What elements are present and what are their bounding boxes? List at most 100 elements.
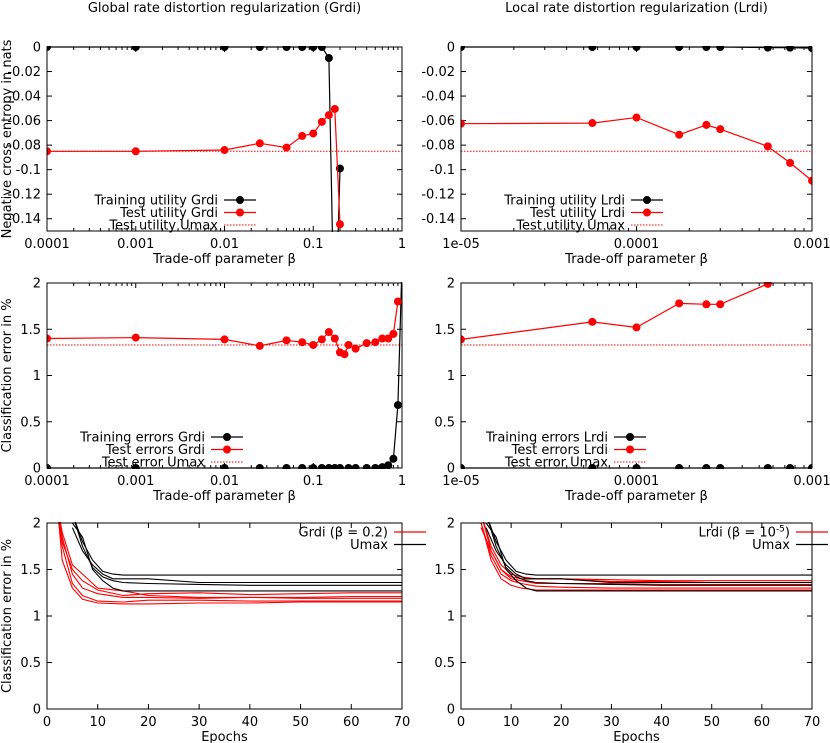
y-tick-label: 1.5	[434, 323, 455, 338]
data-point	[389, 329, 398, 338]
data-point	[702, 120, 711, 129]
series-line	[74, 522, 402, 586]
y-axis-label: Classification error in %	[0, 298, 15, 452]
y-tick-label: 2	[447, 517, 455, 532]
legend-label: Test utility Grdi	[119, 206, 218, 221]
plot-frame	[46, 46, 403, 232]
legend-label: Umax	[350, 538, 388, 553]
data-point	[763, 142, 772, 151]
legend-marker	[236, 208, 244, 217]
data-point	[220, 335, 229, 344]
legend-label: Test utility Umax	[108, 219, 218, 234]
data-point	[786, 46, 795, 52]
x-tick-label: 60	[754, 715, 771, 730]
legend-superscript: -5	[776, 525, 785, 535]
data-point	[131, 333, 140, 342]
x-tick-label: 50	[292, 715, 309, 730]
data-point	[588, 317, 597, 326]
y-tick-label: 1	[447, 610, 455, 625]
x-tick-label: 30	[603, 715, 620, 730]
x-tick-label: 0.001	[793, 474, 830, 489]
series-line	[480, 522, 812, 591]
y-tick-label: -0.06	[7, 114, 41, 129]
data-point	[335, 220, 344, 229]
y-tick-label: -0.14	[7, 212, 41, 227]
x-tick-label: 0.001	[793, 237, 830, 252]
series-line	[58, 522, 402, 597]
data-point	[384, 461, 393, 469]
legend-marker	[626, 433, 634, 441]
data-point	[393, 297, 402, 306]
data-point	[282, 143, 291, 152]
legend-label: Test utility Lrdi	[529, 206, 625, 221]
y-tick-label: 1.5	[20, 563, 41, 578]
y-tick-label: -0.02	[421, 65, 455, 80]
data-point	[763, 282, 772, 288]
y-tick-label: 1.5	[20, 323, 41, 338]
legend-marker	[223, 445, 231, 454]
legend-marker	[223, 433, 231, 441]
x-axis-label: Trade-off parameter β	[564, 252, 708, 267]
y-tick-label: -0.12	[421, 188, 455, 203]
y-tick-label: 2	[447, 277, 455, 292]
legend-label: Training errors Grdi	[79, 431, 205, 446]
legend-label: Grdi (β = 0.2)	[299, 526, 388, 541]
x-tick-label: 20	[553, 715, 570, 730]
legend-marker	[626, 445, 634, 454]
data-point	[716, 125, 725, 134]
y-tick-label: -0.1	[430, 163, 455, 178]
y-tick-label: -0.08	[7, 139, 41, 154]
x-axis-label: Trade-off parameter β	[152, 489, 296, 504]
data-point	[298, 338, 307, 347]
legend-label: Test errors Grdi	[105, 443, 205, 458]
x-tick-label: 1e-05	[442, 237, 480, 252]
y-tick-label: -0.14	[421, 212, 455, 227]
legend: Grdi (β = 0.2)Umax	[299, 526, 426, 553]
plot-frame	[46, 282, 403, 469]
series-line	[58, 522, 402, 605]
y-tick-label: 0.5	[20, 415, 41, 430]
y-tick-label: 0.5	[434, 415, 455, 430]
plot-area	[58, 522, 402, 605]
y-tick-label: 0	[33, 462, 41, 477]
y-tick-label: -0.02	[7, 65, 41, 80]
y-axis-label: Negative cross entropy in nats	[0, 39, 15, 238]
data-point	[47, 147, 51, 156]
legend-marker	[643, 196, 651, 204]
data-point	[384, 334, 393, 343]
legend-label: Training utility Grdi	[93, 194, 218, 209]
data-point	[309, 129, 318, 138]
data-point	[298, 131, 307, 140]
legend-label: Umax	[752, 538, 790, 553]
y-tick-label: -0.1	[16, 163, 41, 178]
data-point	[389, 454, 398, 463]
plot-area	[480, 522, 812, 592]
chart-p3: 0.0001 0.001 0.01 0.1 1 0 0.5 1 1.5 2 Trade-off pa…	[0, 277, 406, 505]
legend-label: Test error Umax	[504, 456, 608, 471]
x-tick-label: 0.1	[303, 474, 324, 489]
data-point	[632, 323, 641, 332]
data-point	[675, 299, 684, 308]
data-point	[282, 336, 291, 345]
legend-label: Training errors Lrdi	[485, 431, 608, 446]
data-point	[324, 54, 333, 63]
data-point	[808, 46, 812, 53]
data-point	[588, 119, 597, 128]
legend-label: Test error Umax	[101, 456, 205, 471]
x-tick-label: 0.01	[210, 237, 239, 252]
chart-p6: 0 10 20 30 40 50 60 70 0 0.5 1 1.5 2 Epochs Lrdi (β = …	[434, 517, 828, 743]
chart-title: Local rate distortion regularization (Lr…	[505, 1, 768, 16]
x-tick-label: 1e-05	[442, 474, 480, 489]
x-axis-label: Epochs	[613, 730, 660, 743]
data-point	[344, 340, 353, 349]
data-point	[220, 146, 229, 155]
legend-label-close: )	[785, 526, 790, 541]
y-tick-label: 1	[447, 369, 455, 384]
x-tick-label: 0.001	[117, 474, 154, 489]
data-point	[47, 334, 51, 343]
data-point	[786, 158, 795, 167]
y-tick-label: 0.5	[20, 656, 41, 671]
data-point	[131, 147, 140, 156]
